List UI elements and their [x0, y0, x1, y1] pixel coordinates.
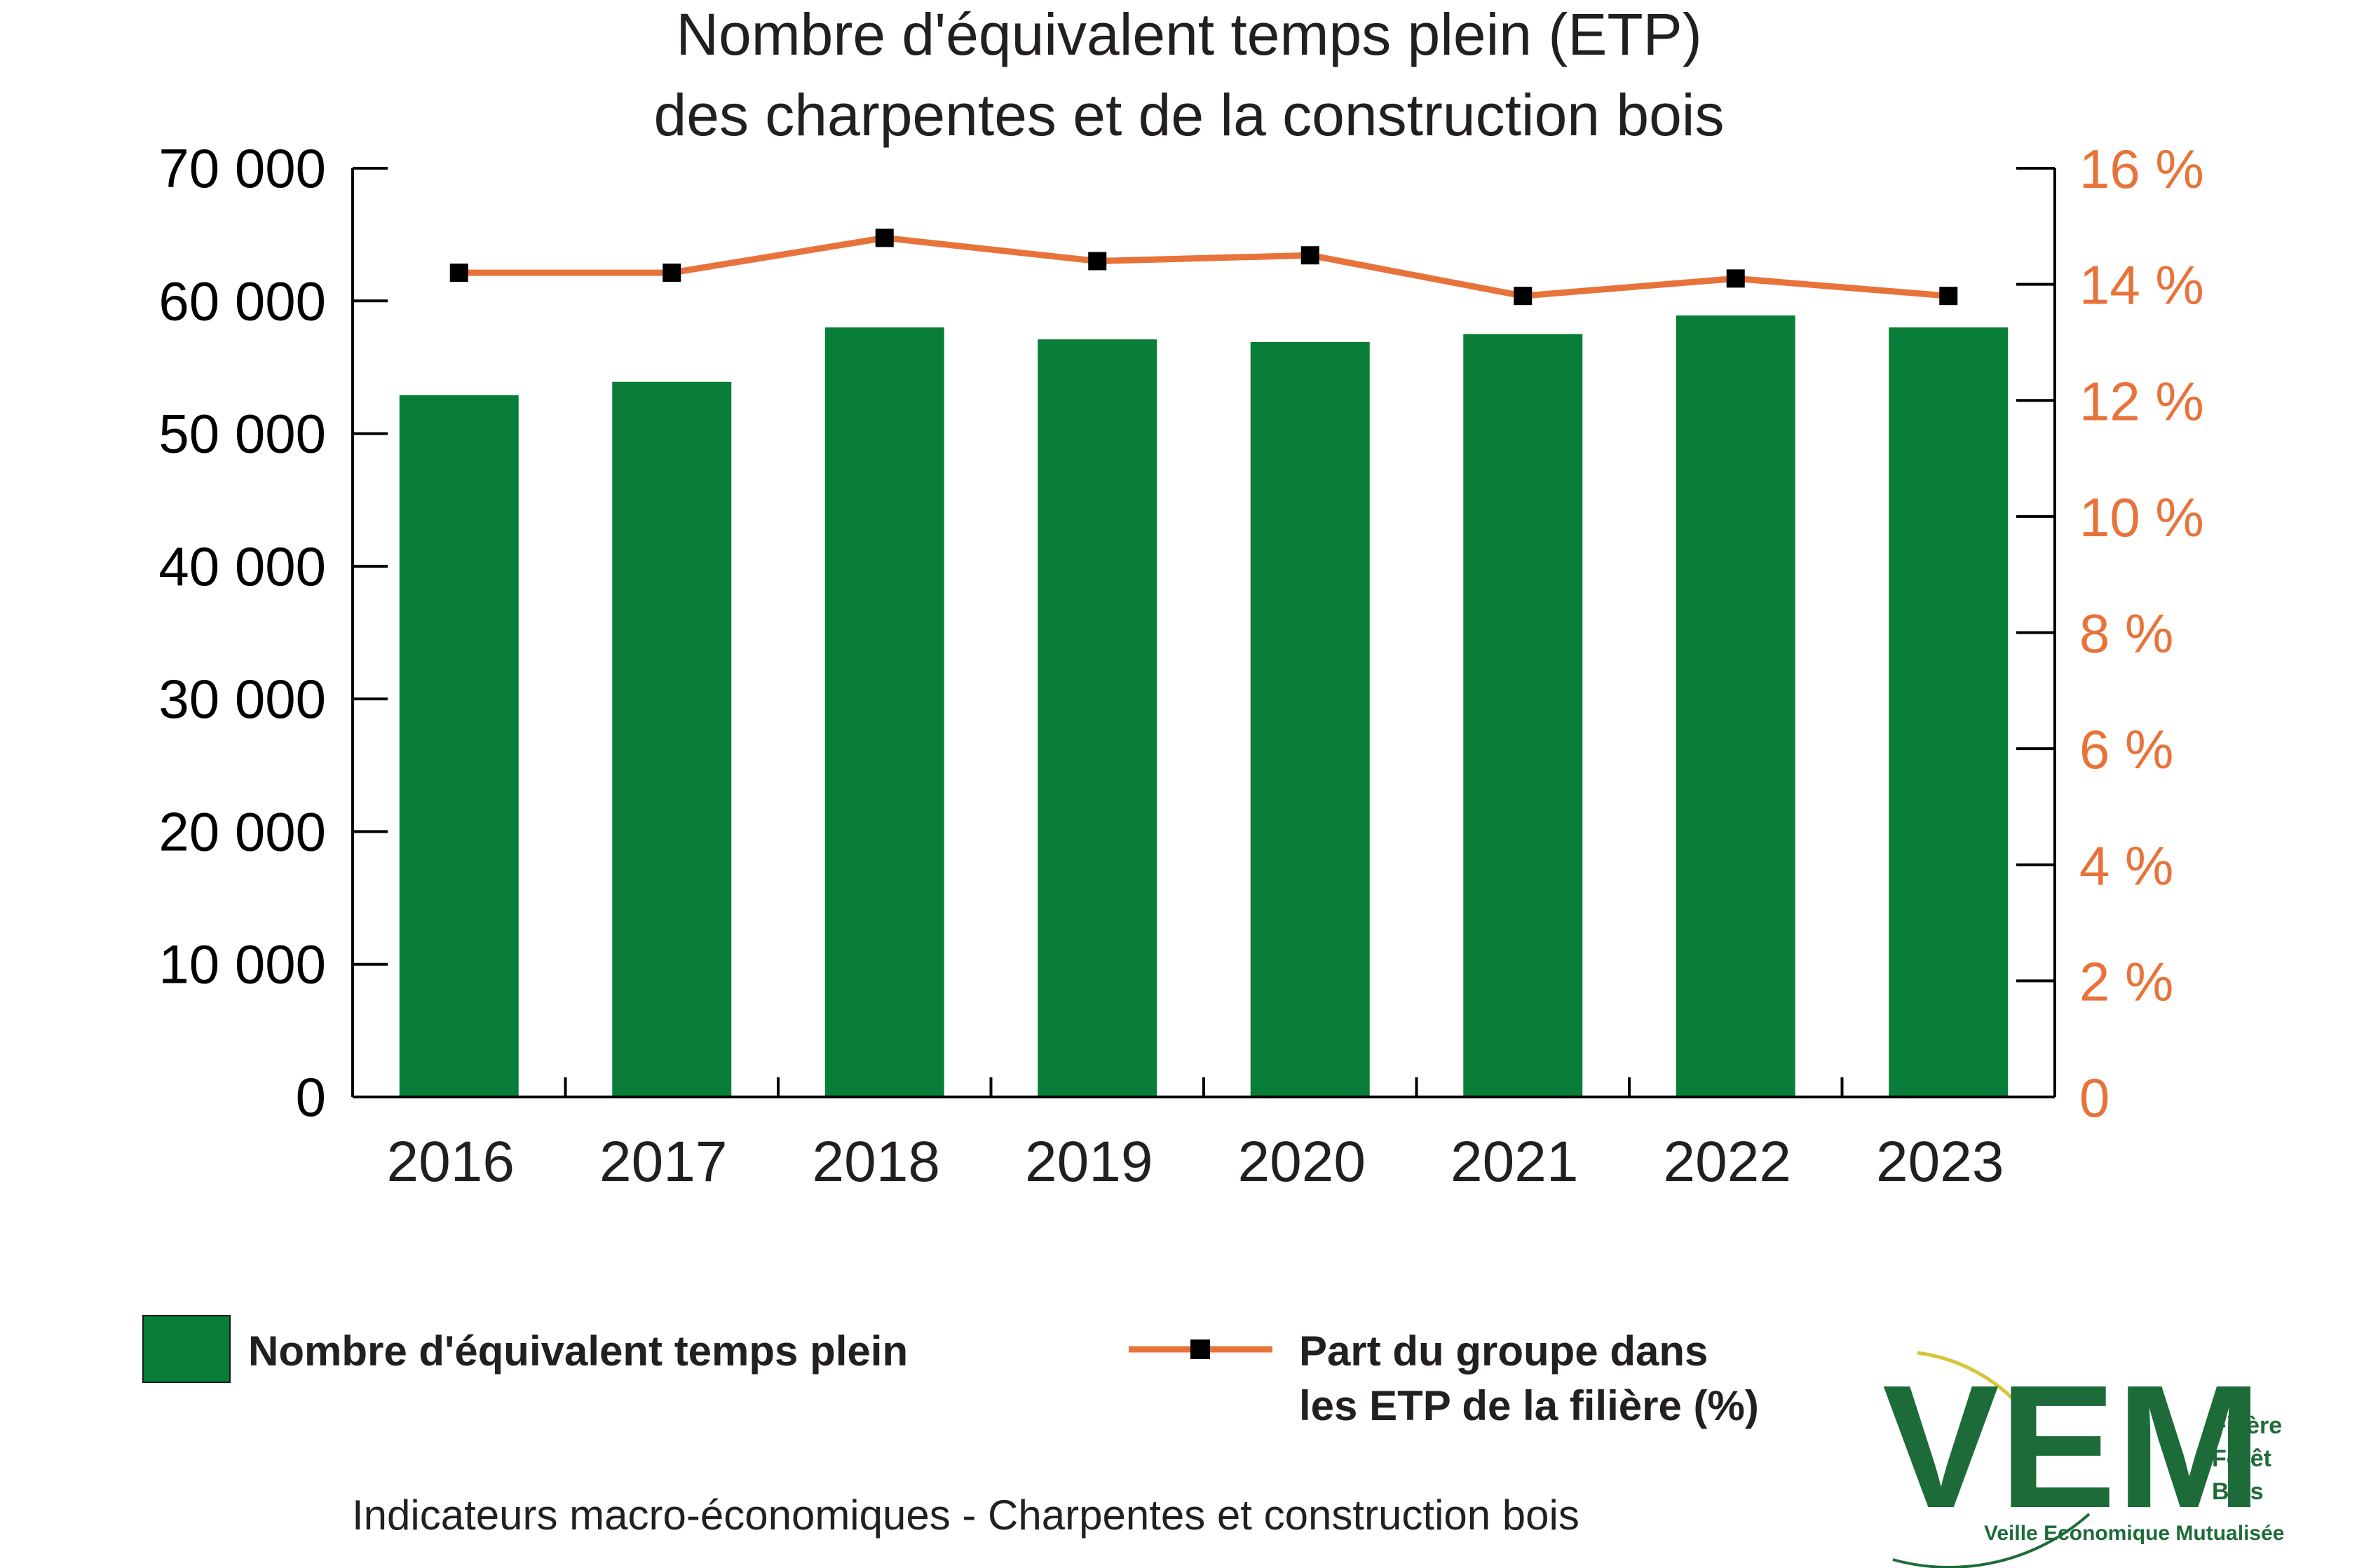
- bar-2023: [1889, 327, 2009, 1098]
- footer-text: Indicateurs macro-économiques - Charpent…: [352, 1492, 1579, 1539]
- share-point-2016: [449, 264, 468, 282]
- left-tick-label-5: 50 000: [158, 403, 326, 465]
- left-tick-label-4: 40 000: [158, 536, 326, 597]
- share-point-2018: [875, 229, 894, 247]
- bar-2022: [1676, 315, 1795, 1097]
- legend-swatch-bars: [142, 1315, 231, 1383]
- bar-2016: [399, 395, 519, 1097]
- share-line: [458, 234, 1949, 299]
- right-tick-label-6: 12 %: [2079, 370, 2204, 432]
- bar-2017: [612, 381, 732, 1097]
- bar-2020: [1250, 341, 1370, 1097]
- right-tick-label-4: 8 %: [2079, 603, 2173, 664]
- right-tick-label-7: 14 %: [2079, 254, 2204, 316]
- logo-subtitle: Veille Economique Mutualisée: [1984, 1522, 2284, 1545]
- x-tick-label-2022: 2022: [1664, 1130, 1791, 1194]
- x-tick-label-2017: 2017: [599, 1130, 727, 1194]
- share-point-2023: [1939, 287, 1958, 306]
- share-point-2021: [1514, 287, 1533, 306]
- right-tick-label-2: 4 %: [2079, 835, 2173, 897]
- x-tick-label-2018: 2018: [813, 1130, 940, 1194]
- left-tick-label-1: 10 000: [158, 934, 326, 995]
- x-tick-label-2016: 2016: [387, 1130, 515, 1194]
- left-axis-tick-labels: 0 10 000 20 000 30 000 40 000 50 000 60 000 70 …: [158, 137, 326, 1128]
- right-axis-tick-labels: 0 2 % 4 % 6 % 8 % 10 % 12 % 14 % 16 %: [2079, 138, 2204, 1129]
- share-point-2022: [1726, 269, 1745, 288]
- legend-label-bars: Nombre d'équivalent temps plein: [248, 1328, 908, 1375]
- right-tick-label-0: 0: [2079, 1067, 2109, 1129]
- x-tick-label-2020: 2020: [1238, 1130, 1366, 1194]
- right-tick-label-5: 10 %: [2079, 486, 2204, 548]
- bar-2019: [1038, 339, 1157, 1097]
- legend-swatch-marker: [1190, 1339, 1210, 1359]
- logo-arc-icon: [1917, 1351, 2024, 1410]
- logo-letters: VEM: [1882, 1349, 2262, 1544]
- left-tick-label-3: 30 000: [158, 668, 326, 730]
- bar-2021: [1463, 334, 1583, 1097]
- chart-title-line-1: Nombre d'équivalent temps plein (ETP): [676, 1, 1701, 67]
- legend-label-line-2: les ETP de la filière (%): [1299, 1382, 1759, 1429]
- x-tick-label-2019: 2019: [1025, 1130, 1153, 1194]
- left-tick-label-7: 70 000: [158, 137, 326, 199]
- left-tick-label-6: 60 000: [158, 270, 326, 332]
- x-tick-label-2023: 2023: [1876, 1130, 2004, 1194]
- logo-line-3: Bois: [2212, 1478, 2264, 1505]
- line-series: [449, 229, 1958, 306]
- share-point-2017: [663, 264, 681, 282]
- share-point-2020: [1300, 246, 1319, 265]
- left-tick-label-0: 0: [296, 1066, 326, 1128]
- chart-title-line-2: des charpentes et de la construction boi…: [654, 82, 1725, 148]
- left-tick-label-2: 20 000: [158, 800, 326, 862]
- logo-line-1: Filière: [2212, 1412, 2282, 1439]
- bar-2018: [824, 327, 944, 1098]
- axes: [351, 167, 2056, 1098]
- right-tick-label-8: 16 %: [2079, 138, 2204, 200]
- legend-label-line-1: Part du groupe dans: [1299, 1328, 1708, 1375]
- legend: Nombre d'équivalent temps plein Part du …: [142, 1315, 1759, 1429]
- x-tick-label-2021: 2021: [1450, 1130, 1578, 1194]
- logo-line-2: Forêt: [2212, 1445, 2271, 1472]
- x-axis-tick-labels: 2016 2017 2018 2019 2020 2021 2022 2023: [387, 1130, 2004, 1194]
- right-tick-label-3: 6 %: [2079, 718, 2173, 780]
- logo-arc-bottom-icon: [1892, 1513, 2091, 1568]
- vem-logo: VEM Filière Forêt Bois Veille Economique…: [1882, 1349, 2284, 1568]
- bar-series: [399, 315, 2009, 1098]
- right-tick-label-1: 2 %: [2079, 950, 2173, 1012]
- share-point-2019: [1088, 252, 1107, 271]
- plot-area: 0 10 000 20 000 30 000 40 000 50 000 60 000 70 …: [158, 137, 2203, 1194]
